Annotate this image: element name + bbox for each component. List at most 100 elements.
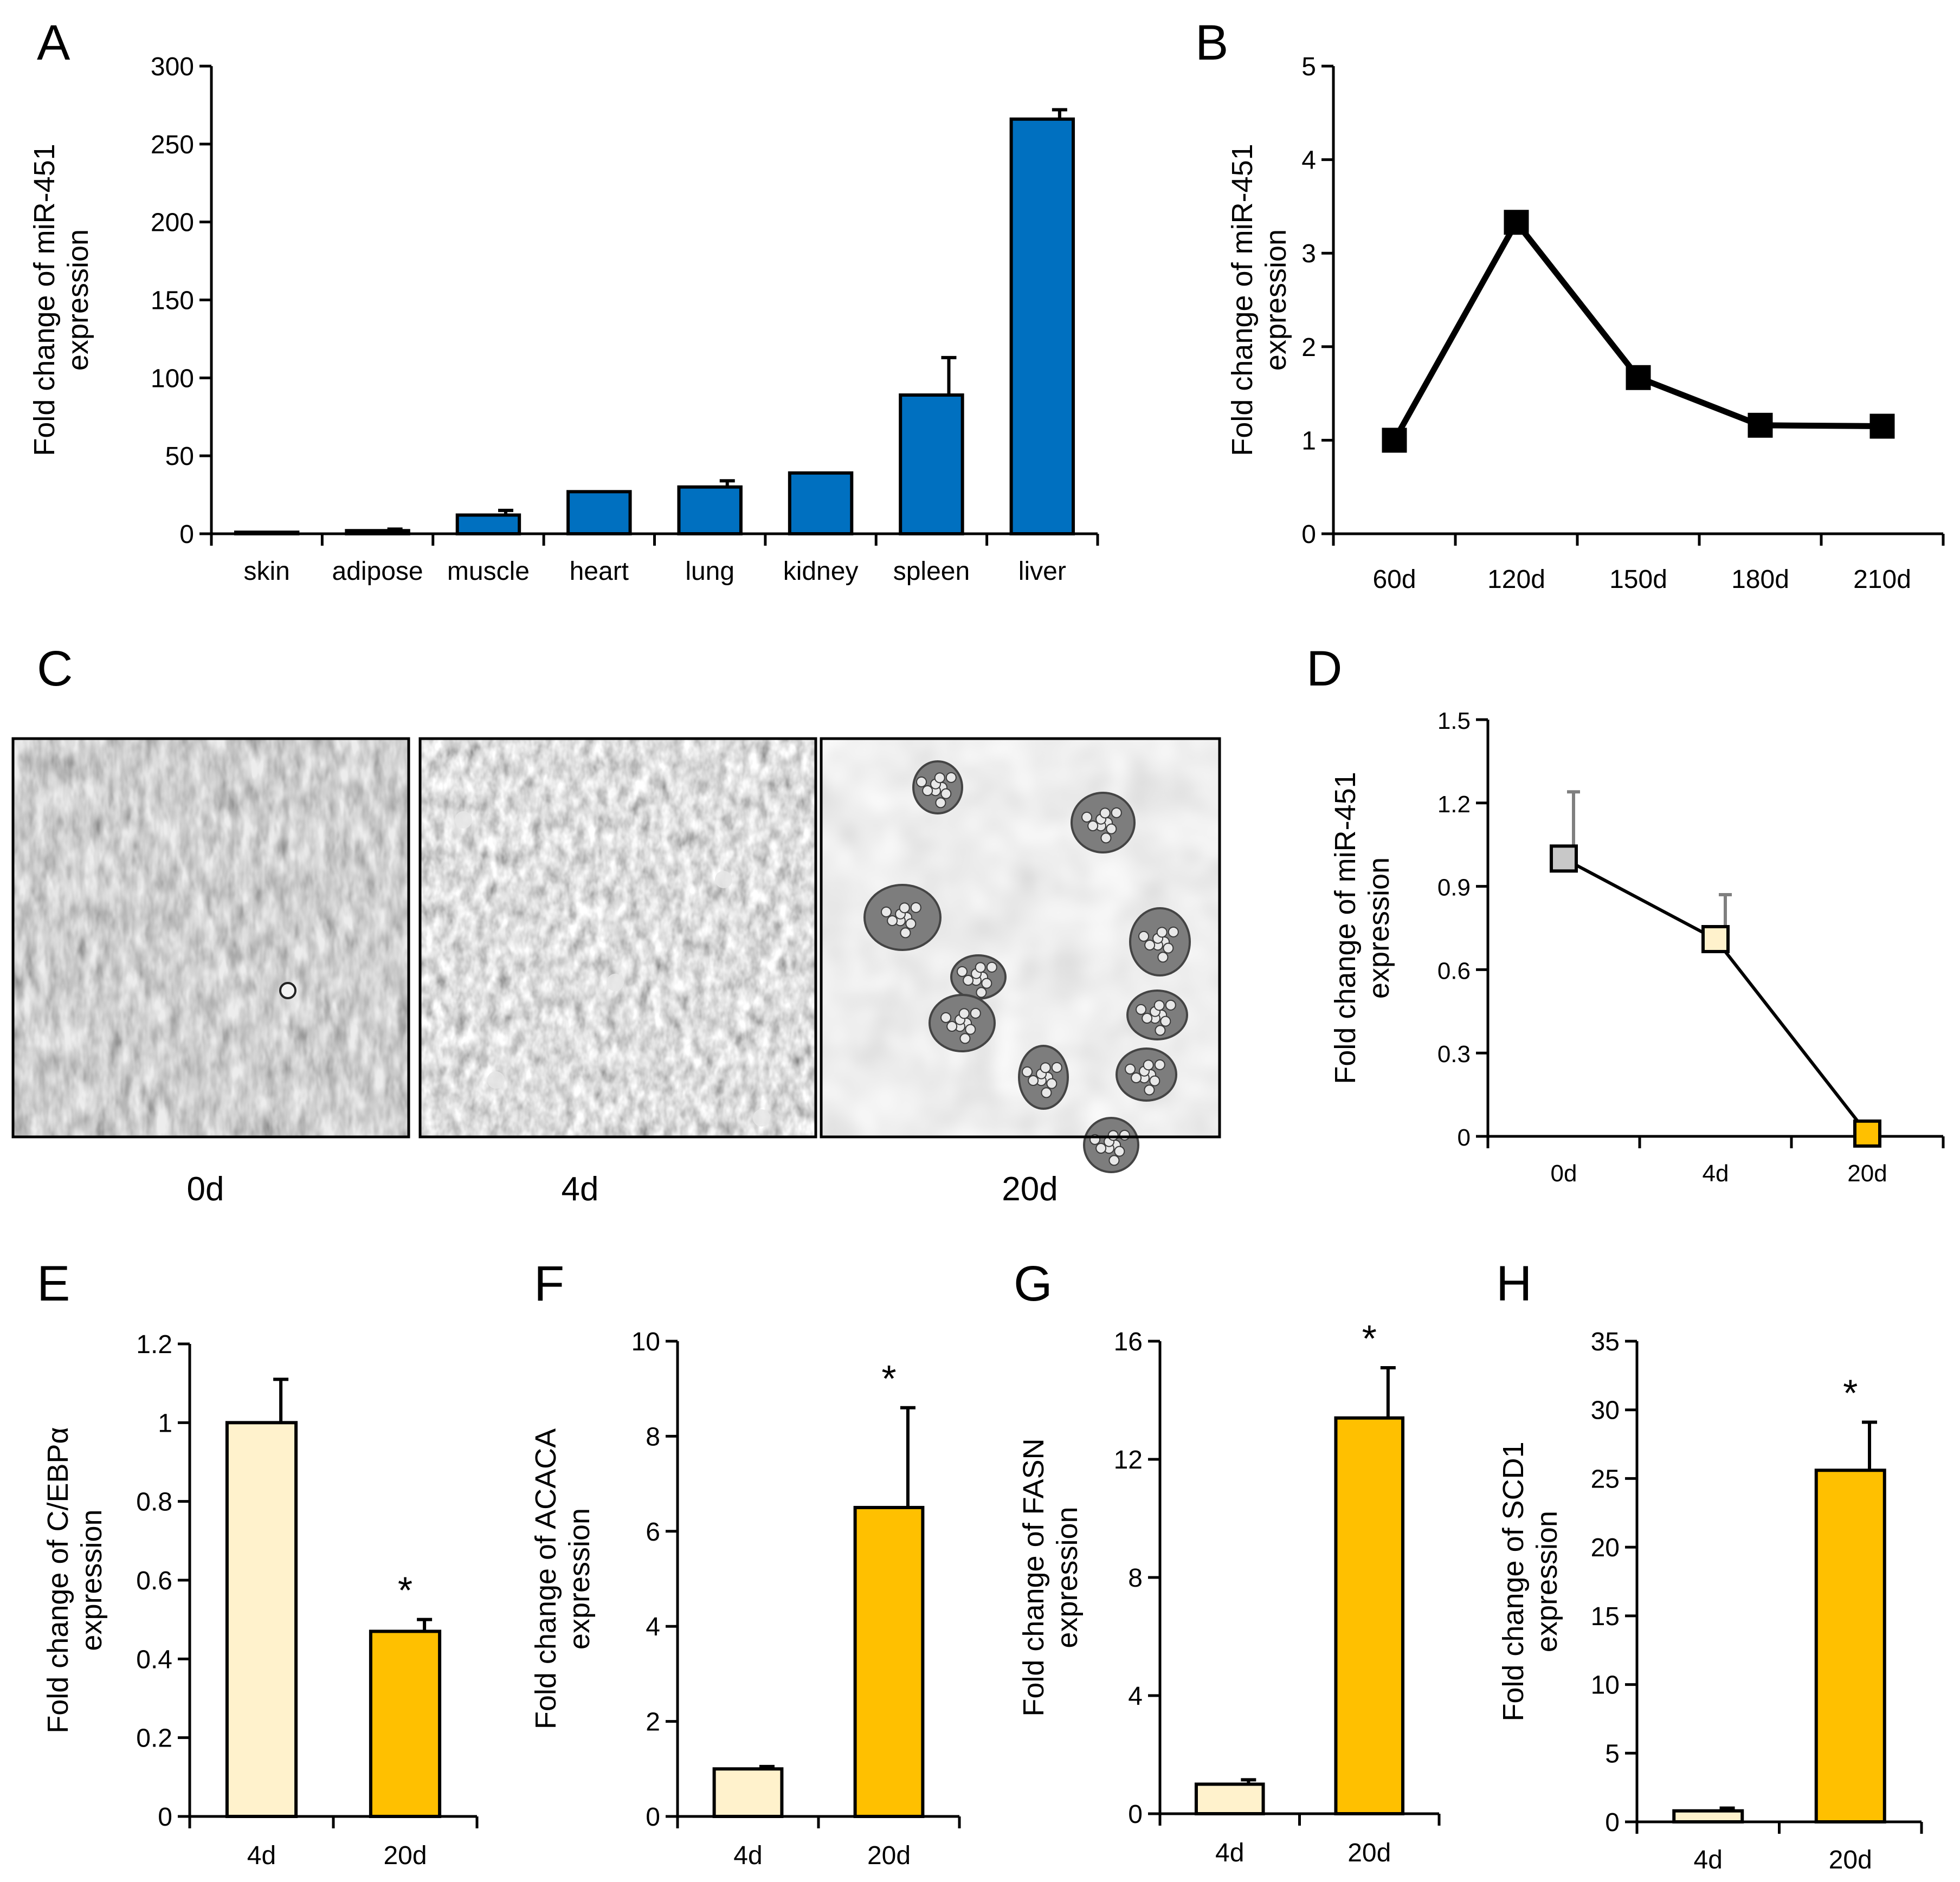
y-tick-label: 10: [1591, 1671, 1620, 1700]
y-tick-label: 0.4: [136, 1645, 172, 1674]
x-tick-label: 20d: [1348, 1839, 1391, 1867]
lipid-droplet: [1149, 1075, 1160, 1086]
lipid-droplet: [1155, 1025, 1166, 1036]
bright-cell: [715, 871, 732, 888]
y-axis-title: Fold change of FASNexpression: [1017, 1438, 1084, 1716]
significance-marker: *: [1843, 1372, 1858, 1414]
x-tick-label: 60d: [1372, 565, 1416, 594]
y-tick-label: 1.2: [1437, 791, 1471, 818]
bright-cell: [487, 1071, 505, 1089]
panel-a: A 0 50 100 150 200 250 300 skin adipose muscle hear…: [28, 15, 1099, 586]
y-axis-title-line: expression: [1531, 1511, 1563, 1652]
y-tick-label: 6: [646, 1518, 660, 1547]
lipid-droplet: [1099, 807, 1111, 819]
bar-4d: [1194, 1782, 1265, 1815]
y-tick-label: 0: [1458, 1124, 1471, 1151]
x-tick-label: 120d: [1487, 565, 1545, 594]
y-axis-title: Fold change of SCD1expression: [1497, 1441, 1563, 1721]
adipocyte: [1071, 792, 1136, 853]
lipid-droplet: [1119, 1129, 1130, 1141]
y-tick-label: 0: [1605, 1808, 1620, 1837]
lipid-droplet: [945, 772, 957, 783]
y-axis-title-line: Fold change of miR-451: [1226, 144, 1259, 456]
y-tick-label: 8: [1128, 1564, 1143, 1593]
y-tick-label: 15: [1591, 1602, 1620, 1631]
lipid-droplet: [900, 927, 911, 939]
marker-180d: [1748, 412, 1773, 438]
y-tick-label: 25: [1591, 1465, 1620, 1493]
x-tick-label: 150d: [1609, 565, 1667, 594]
y-tick-label: 30: [1591, 1396, 1620, 1425]
lipid-droplet: [986, 961, 997, 973]
adipocyte: [863, 884, 942, 951]
bright-cell: [279, 982, 296, 999]
lipid-droplet: [922, 785, 933, 797]
bar-adipose: [345, 529, 410, 535]
y-tick-label: 0.8: [136, 1488, 172, 1517]
y-tick-label: 3: [1301, 240, 1316, 268]
x-tick-label: 4d: [733, 1841, 762, 1870]
marker-60d: [1382, 428, 1407, 453]
bar-4d: [712, 1767, 784, 1819]
adipocyte: [1083, 1117, 1139, 1173]
bar-skin: [234, 531, 300, 536]
lipid-droplet: [1157, 952, 1169, 963]
bar-spleen: [899, 393, 964, 536]
x-tick-label: kidney: [783, 557, 859, 586]
micrograph-0d: 0d: [11, 737, 410, 1208]
bar-liver: [1009, 117, 1075, 536]
y-tick-label: 12: [1114, 1446, 1143, 1474]
y-tick-label: 1: [1301, 426, 1316, 455]
x-tick-label: 20d: [867, 1841, 911, 1870]
significance-marker: *: [398, 1569, 412, 1612]
lipid-droplet: [940, 788, 952, 799]
lipid-droplet: [916, 776, 927, 787]
y-tick-label: 150: [151, 287, 194, 315]
lipid-droplet: [1153, 1000, 1165, 1011]
panel-f: F 0 2 4 6 8 10 4d 20d Fold change of ACACAexpress…: [530, 1256, 961, 1870]
series-line: [1563, 857, 1869, 1135]
lipid-droplet: [946, 1021, 958, 1032]
lipid-droplet: [910, 902, 921, 913]
y-tick-label: 10: [631, 1328, 660, 1356]
y-axis-title-line: expression: [75, 1509, 108, 1651]
y-axis-title: Fold change of miR-451expression: [1329, 772, 1395, 1084]
lipid-droplet: [1143, 1059, 1154, 1071]
y-tick-label: 100: [151, 364, 194, 393]
y-tick-label: 0: [646, 1803, 660, 1832]
panel-letter: E: [37, 1256, 70, 1311]
lipid-droplet: [975, 962, 986, 973]
lipid-droplet: [965, 1024, 976, 1035]
x-tick-label: 4d: [1694, 1846, 1723, 1874]
lipid-droplet: [1041, 1087, 1052, 1098]
bar-20d: [853, 1505, 925, 1818]
lipid-droplet: [981, 978, 992, 989]
lipid-droplet: [899, 902, 910, 914]
lipid-droplet: [963, 975, 974, 986]
y-tick-label: 0.6: [1437, 958, 1471, 984]
y-tick-label: 1: [158, 1409, 172, 1438]
y-tick-label: 5: [1605, 1739, 1620, 1768]
x-tick-label: 180d: [1731, 565, 1789, 594]
y-tick-label: 250: [151, 131, 194, 159]
bar-4d: [225, 1421, 298, 1818]
lipid-droplet: [1144, 1084, 1155, 1096]
bright-cell: [455, 811, 472, 829]
panel-b: B 0 1 2 3 4 5 60d 120d 150d 180d 210d Fold change of…: [1195, 15, 1945, 594]
lipid-droplet: [887, 915, 898, 927]
lipid-droplet: [1095, 1143, 1107, 1154]
bar-kidney: [788, 471, 854, 535]
bright-cell: [753, 1109, 770, 1127]
micrograph-frame: [418, 737, 817, 1139]
micrograph-texture: [13, 739, 409, 1137]
lipid-droplet: [1046, 1078, 1058, 1089]
lipid-droplet: [1144, 940, 1156, 951]
micrograph-20d: 20d: [820, 737, 1221, 1208]
y-tick-label: 16: [1114, 1328, 1143, 1356]
bar-20d: [369, 1629, 442, 1818]
marker-0d: [1550, 844, 1578, 873]
bar-muscle: [455, 513, 521, 535]
panel-letter: B: [1195, 15, 1228, 70]
y-tick-label: 1.2: [136, 1330, 172, 1359]
bar-lung: [677, 485, 743, 536]
